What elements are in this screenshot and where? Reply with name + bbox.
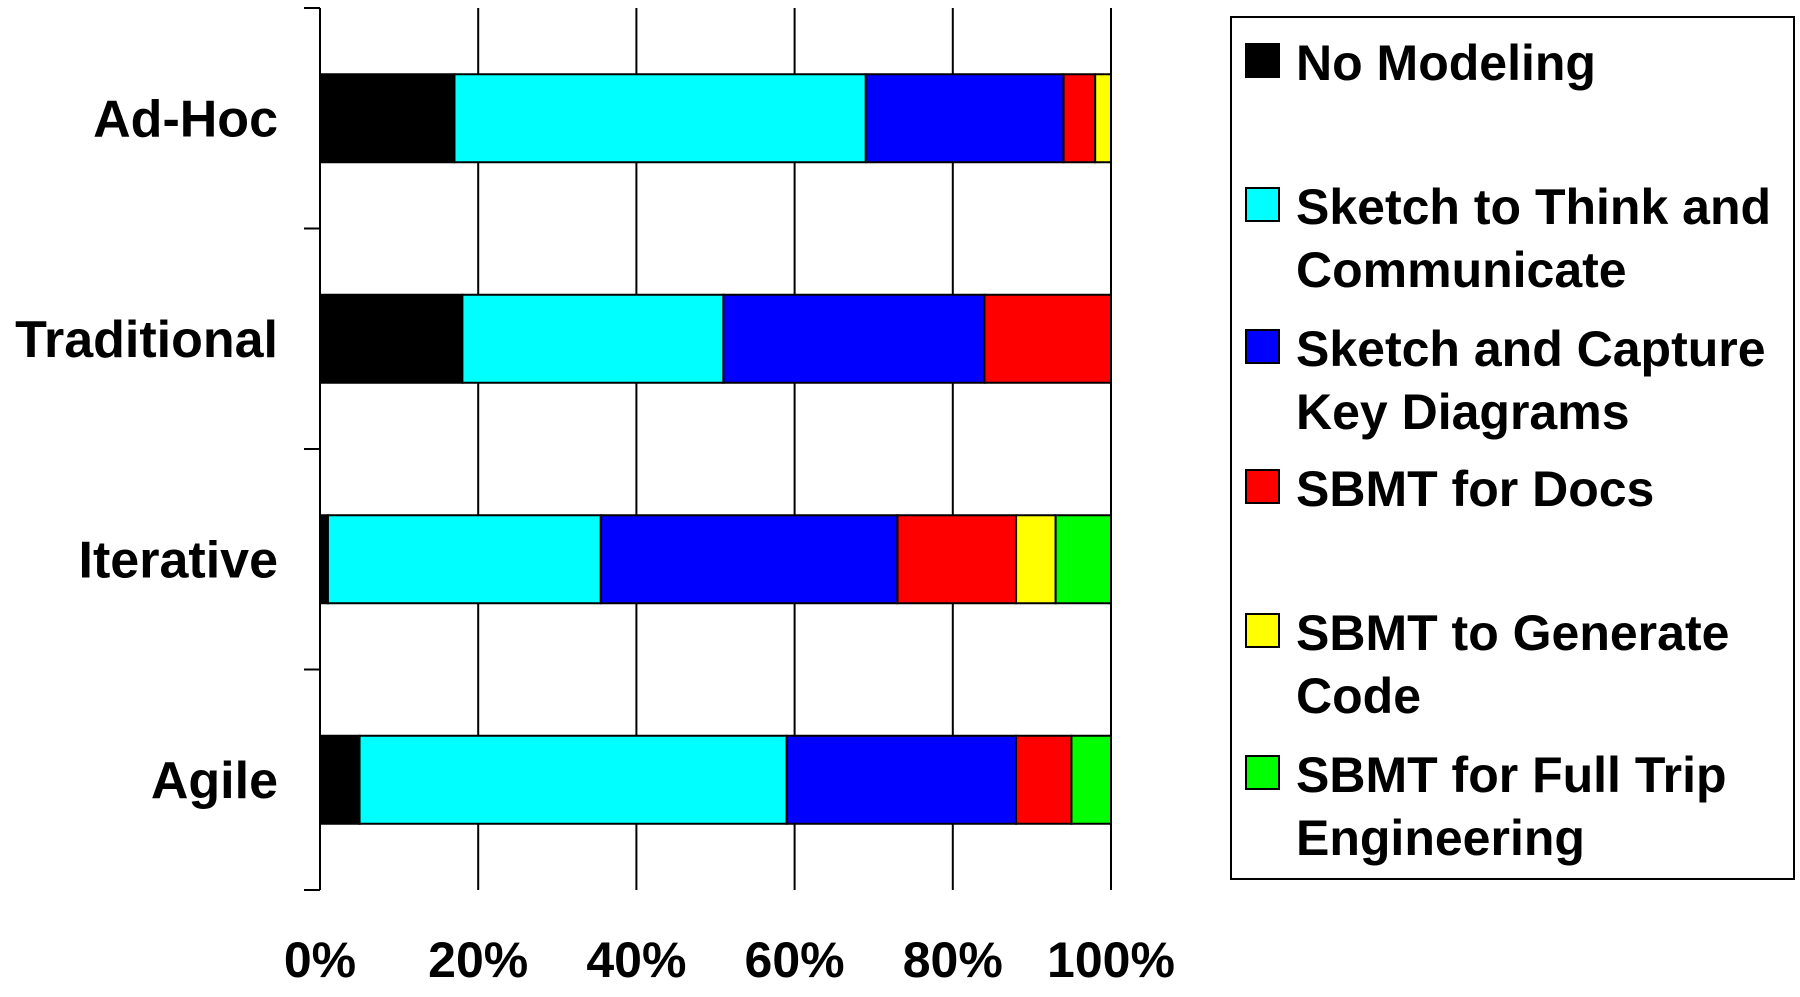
legend-swatch bbox=[1245, 469, 1280, 504]
bar-traditional-sketch-to-think-and-communicate bbox=[461, 293, 725, 384]
plot-axes bbox=[304, 7, 321, 891]
bar-agile-sketch-to-think-and-communicate bbox=[358, 734, 788, 825]
legend-swatch bbox=[1245, 755, 1280, 790]
legend-label: No Modeling bbox=[1296, 35, 1596, 91]
legend-entry-sbmt-to-generate-code: SBMT to Generate Code bbox=[1245, 605, 1729, 724]
bar-ad-hoc-sketch-and-capture-key-diagrams bbox=[864, 73, 1065, 164]
legend-entry-sketch-and-capture-key-diagrams: Sketch and Capture Key Diagrams bbox=[1245, 321, 1766, 440]
bar-iterative-sketch-and-capture-key-diagrams bbox=[599, 514, 899, 605]
bar-ad-hoc-no-modeling bbox=[319, 73, 456, 164]
category-label-ad-hoc: Ad-Hoc bbox=[93, 90, 278, 148]
legend-swatch bbox=[1245, 613, 1280, 648]
bar-traditional-sbmt-for-docs bbox=[983, 293, 1112, 384]
legend-label: Engineering bbox=[1296, 810, 1585, 866]
bar-traditional-no-modeling bbox=[319, 293, 464, 384]
legend-label: SBMT for Docs bbox=[1296, 461, 1654, 517]
bar-agile-sketch-and-capture-key-diagrams bbox=[785, 734, 1018, 825]
legend-label: Code bbox=[1296, 668, 1421, 724]
bar-agile-sbmt-for-docs bbox=[1015, 734, 1073, 825]
legend-label: Key Diagrams bbox=[1296, 384, 1630, 440]
legend-entry-sbmt-for-docs: SBMT for Docs bbox=[1245, 461, 1654, 517]
category-labels: Ad-Hoc Traditional Iterative Agile bbox=[15, 90, 278, 810]
legend-swatch bbox=[1245, 187, 1280, 222]
x-tick-label: 60% bbox=[745, 932, 845, 988]
legend-label: Sketch and Capture bbox=[1296, 321, 1766, 377]
category-label-iterative: Iterative bbox=[79, 531, 278, 589]
legend-label: Sketch to Think and bbox=[1296, 179, 1771, 235]
legend: No Modeling Sketch to Think and Communicat… bbox=[1230, 16, 1795, 880]
legend-swatch bbox=[1245, 329, 1280, 364]
legend-entry-sketch-to-think-and-communicate: Sketch to Think and Communicate bbox=[1245, 179, 1771, 298]
plot-bars bbox=[319, 73, 1113, 825]
x-tick-label: 100% bbox=[1047, 932, 1175, 988]
bar-iterative-sbmt-for-full-trip-engineering bbox=[1054, 514, 1113, 605]
bar-iterative-sbmt-to-generate-code bbox=[1015, 514, 1057, 605]
bar-traditional-sketch-and-capture-key-diagrams bbox=[722, 293, 986, 384]
x-tick-labels: 0% 20% 40% 60% 80% 100% bbox=[284, 932, 1175, 988]
legend-swatch bbox=[1245, 43, 1280, 78]
bar-ad-hoc-sketch-to-think-and-communicate bbox=[453, 73, 867, 164]
bar-ad-hoc-sbmt-to-generate-code bbox=[1094, 73, 1113, 164]
x-tick-label: 20% bbox=[428, 932, 528, 988]
legend-label: Communicate bbox=[1296, 242, 1627, 298]
bar-agile-no-modeling bbox=[319, 734, 361, 825]
legend-label: SBMT to Generate bbox=[1296, 605, 1729, 661]
bar-iterative-no-modeling bbox=[319, 514, 329, 605]
legend-entry-sbmt-for-full-trip-engineering: SBMT for Full Trip Engineering bbox=[1245, 747, 1727, 866]
legend-entry-no-modeling: No Modeling bbox=[1245, 35, 1596, 91]
category-label-traditional: Traditional bbox=[15, 311, 278, 369]
bar-iterative-sketch-to-think-and-communicate bbox=[326, 514, 602, 605]
bar-ad-hoc-sbmt-for-docs bbox=[1062, 73, 1097, 164]
bar-agile-sbmt-for-full-trip-engineering bbox=[1070, 734, 1112, 825]
legend-label: SBMT for Full Trip bbox=[1296, 747, 1727, 803]
x-tick-label: 40% bbox=[586, 932, 686, 988]
category-label-agile: Agile bbox=[151, 752, 278, 810]
bar-iterative-sbmt-for-docs bbox=[896, 514, 1018, 605]
x-tick-label: 80% bbox=[903, 932, 1003, 988]
legend-box bbox=[1230, 16, 1795, 880]
x-tick-label: 0% bbox=[284, 932, 356, 988]
